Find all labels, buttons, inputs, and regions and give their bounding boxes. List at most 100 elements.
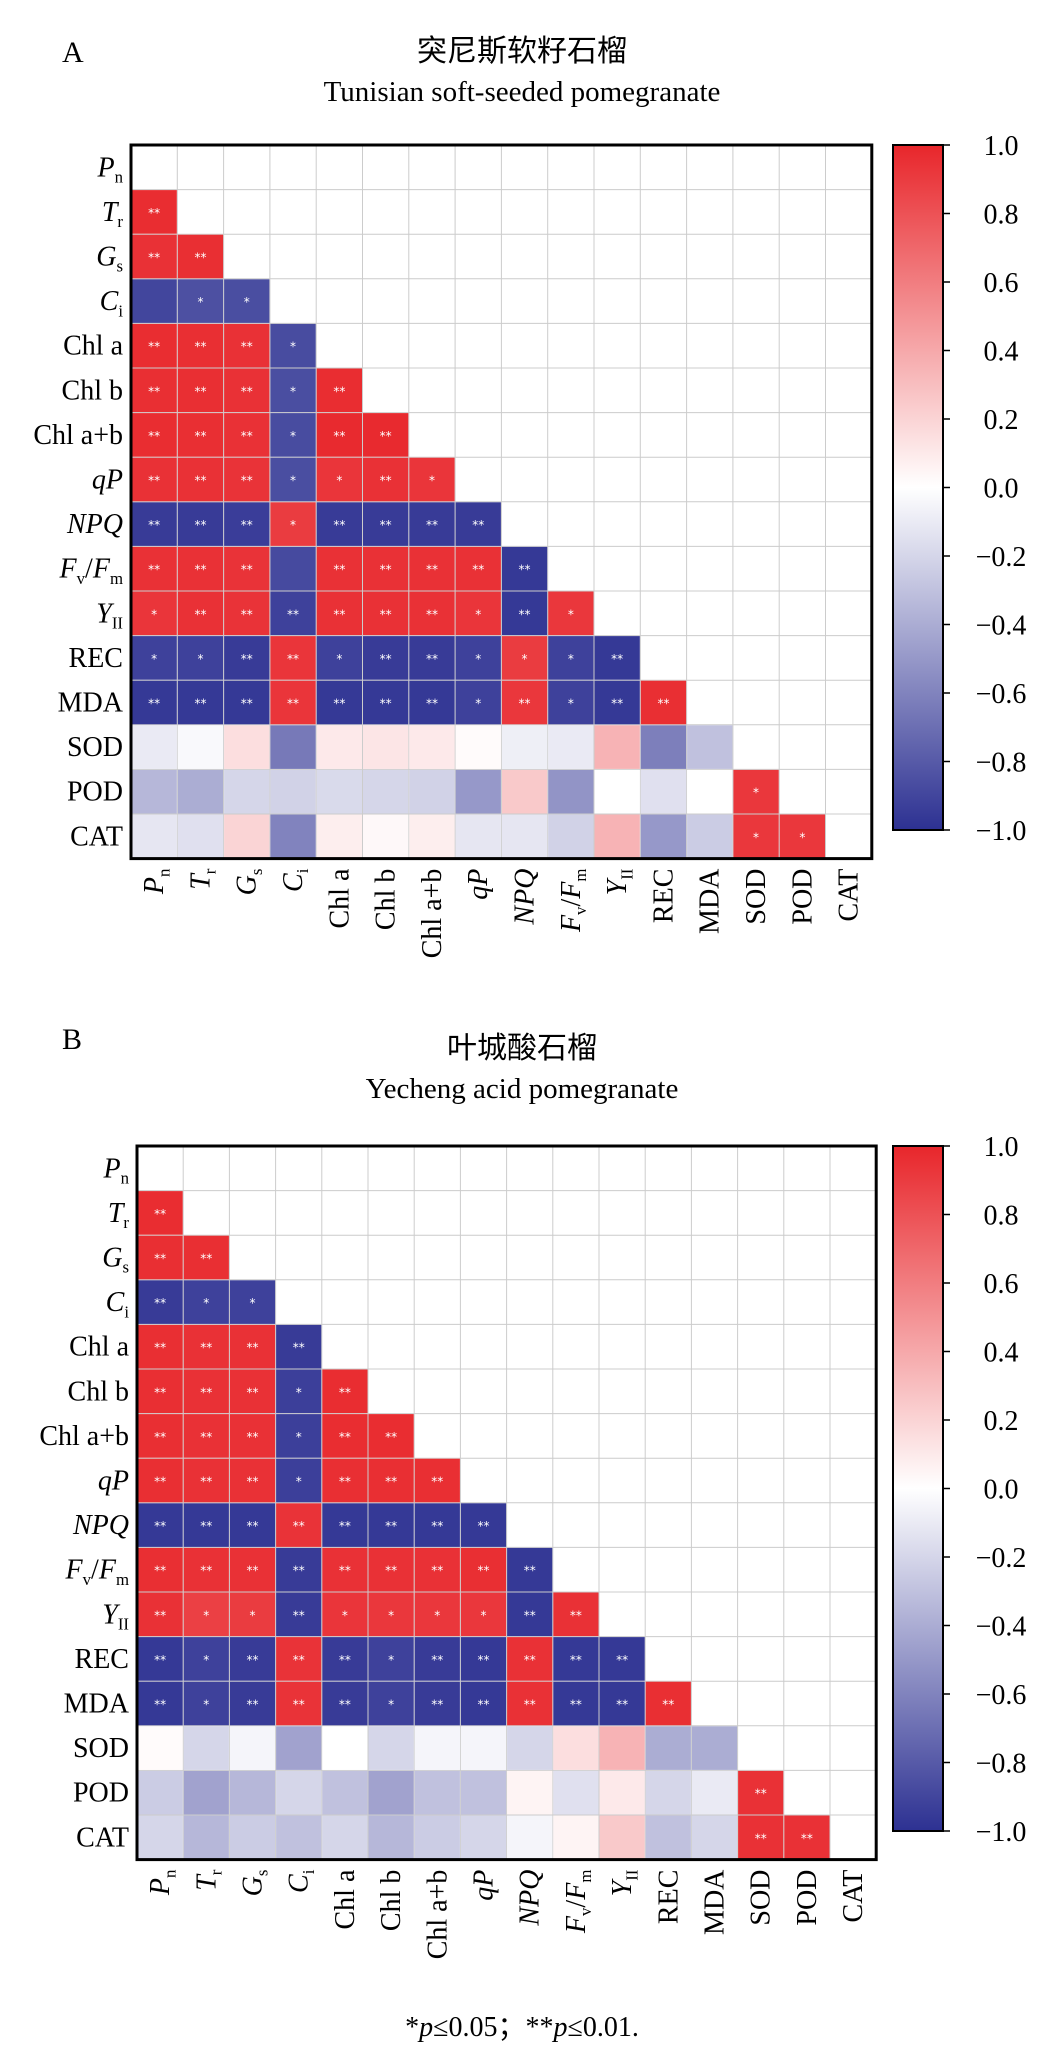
heatmap-cell [409, 636, 455, 680]
heatmap-cell [645, 1681, 691, 1726]
column-label: Pn [145, 1869, 179, 1896]
heatmap-cell [594, 636, 640, 680]
heatmap-cell [553, 1770, 599, 1815]
significance-label: ** [287, 607, 299, 621]
colorbar-tick-label: −0.2 [976, 1543, 1027, 1574]
heatmap-cell [553, 1726, 599, 1770]
column-label: POD [792, 1870, 823, 1926]
heatmap-cell [322, 1637, 368, 1681]
heatmap-cell [131, 190, 177, 234]
heatmap-cell [501, 680, 548, 725]
significance-label: ** [194, 340, 206, 354]
row-label: REC [69, 643, 123, 674]
row-label: Pn [97, 152, 124, 186]
heatmap-cell [368, 1414, 414, 1458]
heatmap-cell [177, 680, 224, 725]
significance-label: ** [524, 1564, 536, 1578]
heatmap-cell [229, 1547, 276, 1592]
significance-label: ** [611, 652, 623, 666]
heatmap-cell [368, 1770, 414, 1815]
significance-label: ** [570, 1698, 582, 1712]
significance-label: ** [380, 429, 392, 443]
heatmap-cell [137, 1414, 183, 1458]
significance-label: ** [431, 1519, 443, 1533]
heatmap-cell [322, 1414, 368, 1458]
significance-label: ** [380, 607, 392, 621]
heatmap-cell [594, 725, 640, 769]
significance-label: ** [200, 1385, 212, 1399]
heatmap-cell [183, 1235, 229, 1280]
heatmap-cell [640, 680, 687, 725]
significance-label: ** [293, 1519, 305, 1533]
heatmap-cell [137, 1280, 183, 1324]
heatmap-cell [137, 1547, 183, 1592]
row-label: Chl a [63, 331, 123, 362]
colorbar-gradient [892, 1145, 944, 1832]
column-label: Gs [232, 869, 266, 896]
colorbar-tick-label: 1.0 [984, 131, 1019, 162]
significance-label: ** [154, 1296, 166, 1310]
significance-label: ** [154, 1698, 166, 1712]
heatmap-cell [779, 814, 825, 859]
heatmap-cell [276, 1414, 322, 1458]
heatmap-cell [276, 1770, 322, 1815]
significance-label: ** [472, 563, 484, 577]
significance-label: ** [194, 251, 206, 265]
heatmap-cell [414, 1681, 460, 1726]
heatmap-cell [322, 1726, 368, 1770]
heatmap-cell [409, 814, 455, 859]
significance-label: * [429, 474, 435, 488]
row-label: Chl a+b [33, 420, 123, 451]
heatmap-cell [507, 1726, 553, 1770]
heatmap-cell [131, 368, 177, 413]
significance-label: ** [519, 697, 531, 711]
significance-label: ** [478, 1564, 490, 1578]
significance-label: ** [148, 206, 160, 220]
significance-label: ** [148, 429, 160, 443]
row-label: CAT [70, 821, 123, 852]
significance-label: ** [148, 251, 160, 265]
significance-label: ** [194, 429, 206, 443]
heatmap-cell [409, 546, 455, 591]
column-label: NPQ [510, 869, 541, 926]
heatmap-cell [131, 323, 177, 368]
heatmap-cell [183, 1637, 229, 1681]
heatmap-cell [131, 457, 177, 502]
significance-label: ** [426, 697, 438, 711]
heatmap-cell [363, 546, 409, 591]
significance-label: ** [570, 1608, 582, 1622]
colorbar-tick-label: 0.8 [984, 200, 1019, 231]
heatmap-cell [224, 546, 270, 591]
heatmap-grid [130, 144, 873, 860]
significance-label: * [336, 652, 342, 666]
significance-label: * [290, 474, 296, 488]
column-label: Pn [139, 868, 173, 895]
significance-label: * [296, 1430, 302, 1444]
row-label: NPQ [72, 1510, 129, 1541]
row-label: Ci [100, 286, 124, 320]
panel-a-letter: A [62, 36, 84, 69]
significance-label: * [290, 384, 296, 398]
significance-label: ** [247, 1385, 259, 1399]
significance-label: ** [241, 607, 253, 621]
heatmap-cell [177, 368, 224, 413]
heatmap-cell [363, 725, 409, 769]
heatmap-cell [131, 725, 177, 769]
heatmap-cell [183, 1815, 229, 1860]
column-label: REC [648, 869, 679, 923]
significance-label: * [203, 1608, 209, 1622]
significance-label: ** [194, 384, 206, 398]
heatmap-cell [276, 1815, 322, 1860]
heatmap-cell [368, 1681, 414, 1726]
column-label: Tr [191, 1869, 225, 1891]
heatmap-cell [460, 1770, 507, 1815]
heatmap-cell [270, 323, 316, 368]
heatmap-cell [687, 725, 733, 769]
colorbar-tick-label: 0.6 [984, 268, 1019, 299]
colorbar: 1.0 0.8 0.6 0.4 0.2 0.0 −0.2 −0.4 −0.6 −0.8 −1.0 [892, 131, 1026, 847]
heatmap-cell [270, 636, 316, 680]
row-labels: Pn Tr Gs Ci Chl a Chl b Chl a+b qP NPQ Fv/Fm YII RE… [39, 1153, 129, 1853]
row-label: Chl b [68, 1376, 129, 1407]
column-label: qP [463, 869, 494, 900]
significance-label: * [151, 607, 157, 621]
